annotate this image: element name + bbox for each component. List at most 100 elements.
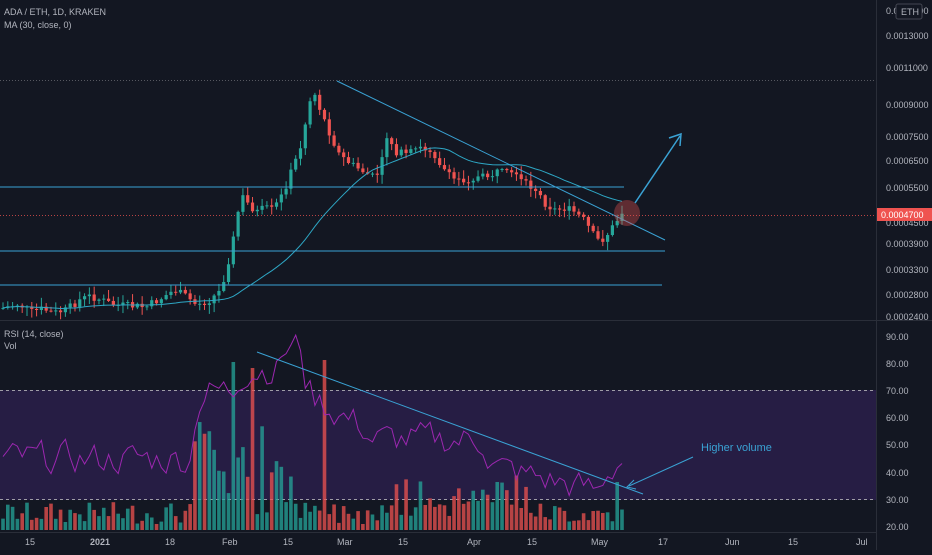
candle-body[interactable] — [548, 206, 552, 210]
candle-body[interactable] — [63, 307, 67, 313]
candle-body[interactable] — [289, 169, 293, 189]
candle-body[interactable] — [567, 206, 571, 211]
candle-body[interactable] — [318, 94, 322, 110]
candle-body[interactable] — [620, 213, 624, 221]
candle-body[interactable] — [236, 211, 240, 237]
candle-body[interactable] — [87, 294, 91, 297]
candle-body[interactable] — [538, 190, 543, 196]
candle-body[interactable] — [529, 180, 533, 189]
candle-body[interactable] — [466, 182, 471, 184]
candle-body[interactable] — [270, 205, 274, 207]
candle-body[interactable] — [438, 158, 442, 166]
candle-body[interactable] — [135, 303, 139, 308]
candle-body[interactable] — [586, 216, 591, 226]
candle-body[interactable] — [154, 300, 159, 304]
candle-body[interactable] — [332, 135, 336, 146]
candle-body[interactable] — [500, 168, 504, 170]
candle-body[interactable] — [188, 293, 192, 300]
candle-body[interactable] — [351, 162, 355, 164]
candle-body[interactable] — [294, 158, 298, 170]
candle-body[interactable] — [265, 205, 269, 207]
candle-body[interactable] — [68, 303, 72, 308]
candle-body[interactable] — [404, 149, 408, 154]
candle-body[interactable] — [159, 299, 163, 304]
candle-body[interactable] — [505, 168, 509, 171]
candle-body[interactable] — [510, 170, 514, 173]
candle-body[interactable] — [490, 176, 495, 178]
candle-body[interactable] — [207, 303, 211, 305]
candle-body[interactable] — [385, 138, 389, 158]
candle-body[interactable] — [428, 150, 432, 153]
candle-body[interactable] — [596, 231, 600, 239]
candle-body[interactable] — [73, 303, 77, 307]
candle-body[interactable] — [106, 298, 111, 301]
candle-body[interactable] — [241, 195, 245, 212]
candle-body[interactable] — [481, 173, 485, 177]
candle-body[interactable] — [447, 169, 451, 173]
candle-body[interactable] — [423, 146, 427, 151]
currency-badge[interactable] — [895, 3, 923, 20]
candle-body[interactable] — [356, 162, 360, 169]
candle-body[interactable] — [534, 188, 538, 191]
candle-body[interactable] — [34, 308, 39, 310]
candle-body[interactable] — [524, 179, 528, 181]
candle-body[interactable] — [92, 294, 96, 301]
candle-body[interactable] — [217, 290, 221, 296]
candle-body[interactable] — [183, 289, 187, 294]
candle-body[interactable] — [169, 291, 173, 296]
candle-body[interactable] — [486, 173, 490, 178]
candle-body[interactable] — [284, 188, 288, 195]
candle-body[interactable] — [313, 94, 317, 102]
candle-body[interactable] — [582, 214, 586, 217]
candle-body[interactable] — [606, 235, 610, 242]
candle-body[interactable] — [274, 202, 279, 207]
candle-body[interactable] — [519, 174, 523, 180]
candle-body[interactable] — [250, 202, 255, 212]
candle-body[interactable] — [558, 208, 562, 210]
candle-body[interactable] — [145, 306, 149, 308]
candle-body[interactable] — [322, 109, 327, 120]
candle-body[interactable] — [303, 124, 307, 149]
candle-body[interactable] — [164, 295, 168, 300]
ma-legend[interactable]: MA (30, close, 0) — [4, 20, 72, 30]
candle-body[interactable] — [346, 157, 351, 164]
candle-body[interactable] — [222, 282, 226, 291]
candle-body[interactable] — [231, 236, 235, 265]
candle-body[interactable] — [414, 148, 418, 150]
candle-body[interactable] — [399, 149, 403, 156]
rsi-legend[interactable]: RSI (14, close) — [4, 329, 64, 339]
candle-body[interactable] — [78, 299, 82, 307]
candle-body[interactable] — [577, 211, 581, 215]
rsi-trendline[interactable] — [256, 351, 644, 495]
candle-body[interactable] — [394, 144, 399, 156]
candle-body[interactable] — [54, 310, 58, 312]
candle-body[interactable] — [591, 225, 595, 232]
candle-body[interactable] — [198, 303, 202, 305]
candle-body[interactable] — [370, 173, 375, 175]
candle-body[interactable] — [476, 176, 480, 181]
candle-body[interactable] — [615, 220, 619, 226]
candle-body[interactable] — [337, 145, 341, 153]
candle-body[interactable] — [260, 205, 264, 210]
candle-body[interactable] — [495, 169, 499, 177]
candle-body[interactable] — [462, 178, 466, 183]
candle-body[interactable] — [553, 208, 557, 210]
candle-body[interactable] — [418, 146, 423, 149]
candle-body[interactable] — [121, 302, 125, 305]
candle-body[interactable] — [212, 295, 216, 304]
candle-body[interactable] — [327, 119, 331, 136]
candle-body[interactable] — [610, 225, 615, 236]
candle-body[interactable] — [44, 306, 48, 311]
candle-body[interactable] — [30, 306, 34, 309]
candle-body[interactable] — [246, 195, 250, 203]
candle-body[interactable] — [178, 289, 183, 293]
price-trendline[interactable] — [336, 80, 666, 241]
candle-body[interactable] — [102, 298, 106, 300]
candle-body[interactable] — [471, 180, 475, 183]
candle-body[interactable] — [572, 206, 576, 212]
candle-body[interactable] — [150, 300, 154, 307]
candle-body[interactable] — [457, 178, 461, 180]
candle-body[interactable] — [390, 138, 394, 145]
candle-body[interactable] — [39, 306, 43, 310]
